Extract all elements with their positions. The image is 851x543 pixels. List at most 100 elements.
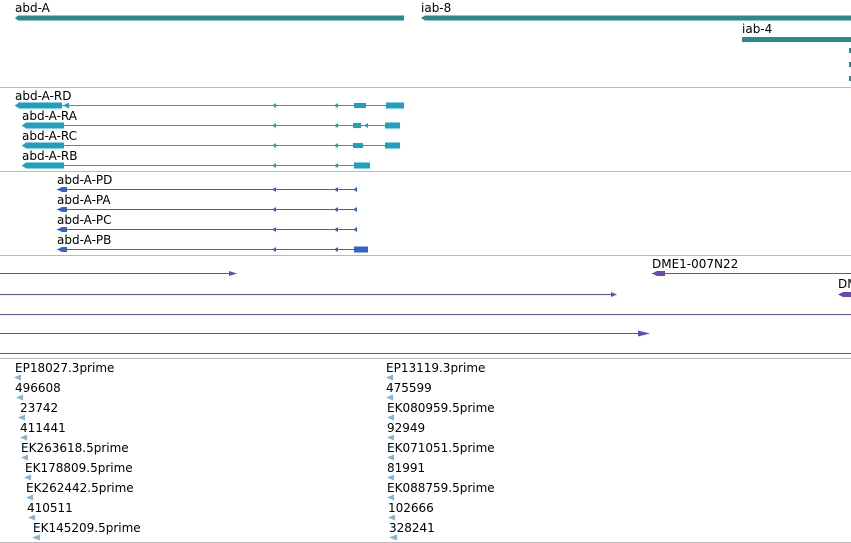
- est-feature[interactable]: 81991: [387, 461, 425, 481]
- est-feature[interactable]: 92949: [387, 421, 425, 441]
- cds: [354, 246, 368, 253]
- exon: [22, 142, 64, 149]
- clone-dm-truncated[interactable]: DM: [838, 277, 851, 297]
- est-feature[interactable]: EK088759.5prime: [387, 481, 495, 501]
- cds: [57, 187, 67, 192]
- est-label: EK145209.5prime: [33, 521, 141, 535]
- cds: [353, 227, 357, 232]
- strand-arrow: [63, 102, 69, 109]
- clone-track: DME1-007N22 DM: [0, 257, 851, 354]
- est-label: EK262442.5prime: [26, 481, 134, 495]
- est-feature[interactable]: EP13119.3prime: [386, 361, 485, 381]
- clone-row[interactable]: [0, 271, 237, 276]
- cds: [334, 247, 338, 252]
- est-feature[interactable]: 23742: [18, 401, 58, 421]
- est-label: EK071051.5prime: [387, 441, 495, 455]
- clone-label: DME1-007N22: [652, 257, 738, 271]
- gene-label: abd-A: [15, 1, 51, 15]
- exon: [353, 123, 361, 128]
- gene-label: iab-4: [742, 22, 772, 36]
- est-feature[interactable]: EK263618.5prime: [21, 441, 129, 461]
- est-label: 102666: [388, 501, 434, 515]
- est-arrow: [389, 534, 397, 541]
- protein-abd-a-pc[interactable]: abd-A-PC: [57, 213, 357, 232]
- clone-end-arrow: [838, 292, 851, 297]
- transcript-abd-a-rd[interactable]: abd-A-RD: [15, 89, 404, 109]
- cds: [334, 207, 338, 212]
- est-arrow: [18, 414, 25, 421]
- gene-fragment: [849, 48, 851, 53]
- protein-abd-a-pa[interactable]: abd-A-PA: [57, 193, 357, 212]
- est-label: EK088759.5prime: [387, 481, 495, 495]
- gene-abd-a[interactable]: abd-A: [15, 1, 404, 21]
- protein-label: abd-A-PD: [57, 173, 112, 187]
- est-arrow: [16, 394, 23, 401]
- protein-abd-a-pd[interactable]: abd-A-PD: [57, 173, 357, 192]
- transcript-label: abd-A-RC: [22, 129, 77, 143]
- cds: [272, 207, 276, 212]
- est-feature[interactable]: EK178809.5prime: [24, 461, 133, 481]
- est-feature[interactable]: EK080959.5prime: [387, 401, 495, 421]
- transcript-abd-a-rc[interactable]: abd-A-RC: [22, 129, 400, 149]
- exon: [272, 103, 276, 108]
- est-feature[interactable]: 475599: [386, 381, 432, 401]
- gene-label: iab-8: [421, 1, 451, 15]
- est-label: 23742: [20, 401, 58, 415]
- est-feature[interactable]: 496608: [15, 381, 61, 401]
- gene-bar: [742, 37, 851, 42]
- gene-track: abd-A iab-8 iab-4: [15, 1, 851, 81]
- protein-label: abd-A-PA: [57, 193, 111, 207]
- transcript-label: abd-A-RA: [22, 109, 78, 123]
- gene-iab-4[interactable]: iab-4: [742, 22, 851, 81]
- exon: [272, 163, 276, 168]
- est-arrow: [28, 514, 35, 521]
- protein-abd-a-pb[interactable]: abd-A-PB: [57, 233, 368, 253]
- est-feature[interactable]: EK145209.5prime: [32, 521, 141, 541]
- gene-bar: [421, 15, 851, 21]
- transcript-label: abd-A-RD: [15, 89, 72, 103]
- protein-label: abd-A-PB: [57, 233, 111, 247]
- est-feature[interactable]: EP18027.3prime: [14, 361, 114, 381]
- est-arrow: [387, 494, 394, 501]
- exon: [386, 102, 404, 109]
- clone-row[interactable]: [0, 330, 650, 337]
- cds: [57, 227, 67, 232]
- exon: [334, 103, 338, 108]
- est-feature[interactable]: 410511: [27, 501, 73, 521]
- clone-label: DM: [838, 277, 851, 291]
- clone-dme1-007n22[interactable]: DME1-007N22: [652, 257, 851, 276]
- exon: [22, 162, 64, 169]
- clone-end-arrow: [229, 271, 237, 276]
- est-feature[interactable]: EK071051.5prime: [387, 441, 495, 461]
- gene-iab-8[interactable]: iab-8: [421, 1, 851, 21]
- exon: [15, 102, 62, 109]
- est-label: EK178809.5prime: [25, 461, 133, 475]
- clone-end-arrow: [638, 330, 650, 337]
- est-arrow: [387, 454, 394, 461]
- est-feature[interactable]: 328241: [389, 521, 435, 541]
- est-label: EK263618.5prime: [21, 441, 129, 455]
- transcript-track: abd-A-RD abd-A-RA abd-A-RC: [15, 89, 404, 169]
- est-arrow: [387, 434, 394, 441]
- est-arrow: [14, 374, 21, 381]
- est-arrow: [20, 434, 27, 441]
- exon: [385, 122, 400, 129]
- est-arrow: [26, 494, 33, 501]
- exon: [334, 123, 338, 128]
- transcript-abd-a-ra[interactable]: abd-A-RA: [22, 109, 400, 129]
- gene-bar: [15, 15, 404, 21]
- est-feature[interactable]: EK262442.5prime: [26, 481, 134, 501]
- cds: [353, 187, 357, 192]
- est-arrow: [388, 514, 395, 521]
- exon: [22, 122, 64, 129]
- est-feature[interactable]: 411441: [20, 421, 66, 441]
- transcript-abd-a-rb[interactable]: abd-A-RB: [22, 149, 370, 169]
- exon: [272, 123, 276, 128]
- est-label: EK080959.5prime: [387, 401, 495, 415]
- cds: [57, 247, 67, 252]
- clone-row[interactable]: [0, 292, 617, 297]
- est-feature[interactable]: 102666: [388, 501, 434, 521]
- est-label: 496608: [15, 381, 61, 395]
- exon: [272, 143, 276, 148]
- est-arrow: [386, 394, 393, 401]
